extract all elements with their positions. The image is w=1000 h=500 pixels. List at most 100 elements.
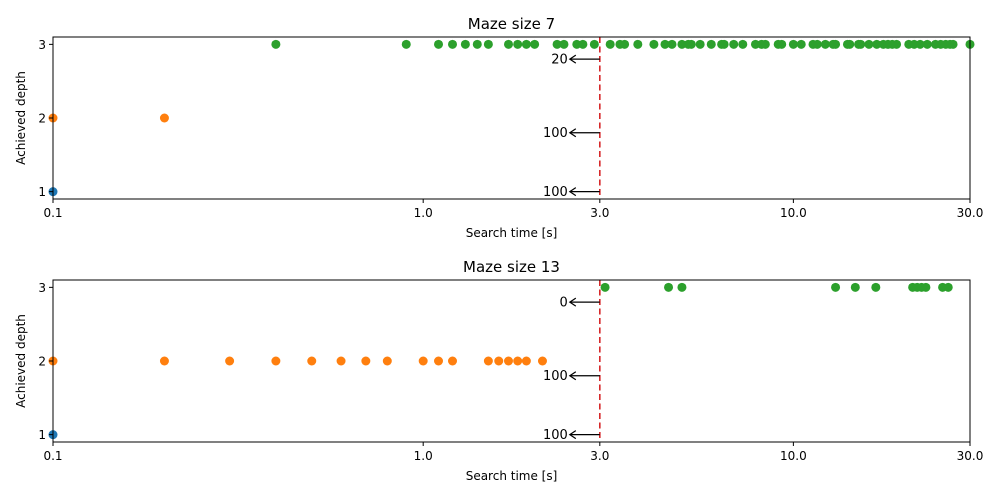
data-point	[788, 39, 798, 49]
data-point	[483, 356, 493, 366]
chart-title: Maze size 13	[463, 258, 560, 276]
data-point	[831, 39, 841, 49]
annotation-arrowhead	[568, 371, 577, 381]
data-point	[892, 39, 902, 49]
data-point	[943, 282, 953, 292]
data-point	[831, 282, 841, 292]
data-point	[271, 39, 281, 49]
annotation-label: 100	[543, 369, 568, 384]
x-axis-label: Search time [s]	[466, 226, 558, 240]
y-axis-label: Achieved depth	[14, 71, 28, 165]
y-tick-label: 2	[38, 355, 46, 369]
data-point	[448, 39, 457, 49]
data-point	[660, 39, 670, 49]
data-point	[559, 39, 569, 49]
data-point	[159, 113, 169, 123]
data-point	[677, 39, 687, 49]
data-point	[633, 39, 643, 49]
data-point	[307, 356, 317, 366]
chart-title: Maze size 7	[468, 15, 555, 33]
data-point	[504, 356, 513, 366]
data-point	[820, 39, 830, 49]
annotation-arrowhead	[568, 54, 577, 64]
x-tick-label: 3.0	[590, 449, 609, 463]
data-point	[760, 39, 770, 49]
data-point	[521, 356, 531, 366]
plot-frame	[52, 36, 971, 200]
data-point	[418, 356, 428, 366]
data-point	[664, 282, 674, 292]
data-point	[695, 39, 705, 49]
y-axis-label: Achieved depth	[14, 314, 28, 408]
data-point	[871, 282, 881, 292]
annotation-arrowhead	[568, 297, 577, 307]
annotation-label: 100	[543, 185, 568, 200]
annotation-arrowhead	[568, 187, 577, 197]
x-tick-label: 3.0	[590, 206, 609, 220]
data-point	[864, 39, 874, 49]
y-tick-label: 1	[38, 428, 46, 442]
data-point	[401, 39, 411, 49]
data-point	[589, 39, 599, 49]
data-point	[504, 39, 513, 49]
annotation-label: 0	[560, 296, 568, 311]
data-point	[605, 39, 615, 49]
data-point	[434, 39, 444, 49]
data-point	[686, 39, 696, 49]
x-axis-label: Search time [s]	[466, 469, 558, 483]
data-point	[796, 39, 806, 49]
x-tick-label: 10.0	[780, 206, 807, 220]
annotation-arrowhead	[568, 430, 577, 440]
data-point	[812, 39, 822, 49]
data-point	[382, 356, 392, 366]
data-point	[845, 39, 855, 49]
y-tick-label: 3	[38, 38, 46, 52]
data-point	[513, 356, 523, 366]
data-point	[472, 39, 482, 49]
data-point	[225, 356, 235, 366]
data-point	[494, 356, 504, 366]
data-point	[872, 39, 882, 49]
data-point	[271, 356, 281, 366]
data-point	[706, 39, 716, 49]
x-tick-label: 30.0	[957, 449, 984, 463]
data-point	[620, 39, 630, 49]
y-tick-label: 1	[38, 185, 46, 199]
x-tick-label: 10.0	[780, 449, 807, 463]
data-point	[552, 39, 562, 49]
data-point	[649, 39, 659, 49]
data-point	[677, 282, 687, 292]
x-tick-label: 1.0	[414, 449, 433, 463]
x-tick-label: 0.1	[43, 206, 62, 220]
data-point	[738, 39, 748, 49]
data-point	[521, 39, 531, 49]
data-point	[948, 39, 958, 49]
x-tick-label: 0.1	[43, 449, 62, 463]
chart-panel-2: Maze size 13 0 100 100 0.1 1.0 3.0 10.0 30.0 1 2 3 S…	[14, 258, 983, 483]
data-point	[922, 39, 932, 49]
x-tick-label: 1.0	[414, 206, 433, 220]
y-tick-label: 3	[38, 281, 46, 295]
chart-panel-1: Maze size 7 20 100 100 0.1 1.0 3.0 10.0 30.0 1 2 3 S…	[14, 15, 983, 240]
data-point	[159, 356, 169, 366]
data-point	[578, 39, 588, 49]
data-point	[667, 39, 677, 49]
data-point	[434, 356, 444, 366]
x-tick-label: 30.0	[957, 206, 984, 220]
data-point	[460, 39, 470, 49]
data-point	[729, 39, 739, 49]
data-point	[850, 282, 860, 292]
data-point	[336, 356, 346, 366]
data-point	[921, 282, 931, 292]
data-point	[361, 356, 371, 366]
annotation-arrowhead	[568, 128, 577, 138]
data-point	[856, 39, 866, 49]
data-point	[530, 39, 540, 49]
data-point	[777, 39, 787, 49]
annotation-label: 20	[551, 53, 568, 68]
data-point	[915, 39, 925, 49]
data-point	[483, 39, 493, 49]
data-point	[537, 356, 547, 366]
annotation-label: 100	[543, 126, 568, 141]
